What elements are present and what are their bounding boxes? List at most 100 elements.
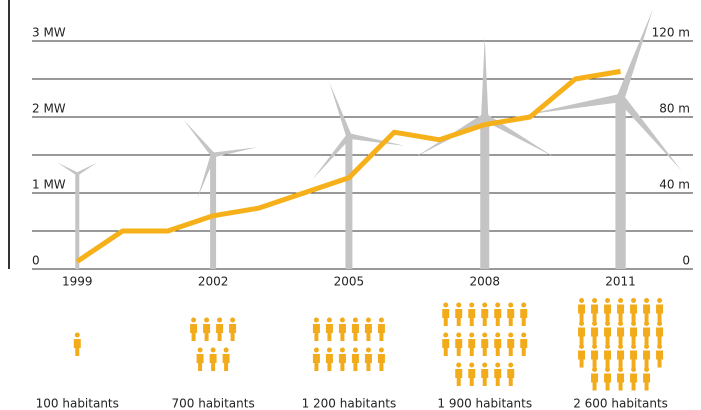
- person-icon: [656, 298, 664, 322]
- person-icon: [73, 332, 81, 356]
- person-icon: [604, 298, 612, 322]
- x-tick-label: 2008: [469, 275, 500, 289]
- person-icon: [468, 302, 476, 326]
- person-icon: [455, 332, 463, 356]
- turbine-tower: [75, 174, 80, 269]
- person-icon: [604, 321, 612, 345]
- person-icon: [455, 302, 463, 326]
- y-tick-label: 2 MW: [32, 102, 66, 116]
- person-icon: [643, 321, 651, 345]
- turbine-blade: [348, 133, 406, 146]
- turbine-blade: [57, 162, 79, 176]
- person-icon: [520, 302, 528, 326]
- person-icon: [312, 317, 320, 341]
- person-icon: [216, 317, 224, 341]
- person-icon: [481, 332, 489, 356]
- person-icon: [520, 332, 528, 356]
- x-tick-label: 2011: [605, 275, 636, 289]
- turbine-blade: [312, 134, 352, 180]
- person-icon: [325, 317, 333, 341]
- person-icon: [222, 347, 230, 371]
- population-label: 2 600 habitants: [573, 397, 668, 410]
- population-icons: [442, 302, 528, 386]
- y2-tick-label: 40 m: [659, 178, 690, 192]
- person-icon: [338, 347, 346, 371]
- person-icon: [442, 302, 450, 326]
- person-icon: [494, 302, 502, 326]
- person-icon: [578, 321, 586, 345]
- person-icon: [643, 298, 651, 322]
- y2-tick-label: 120 m: [652, 26, 690, 40]
- person-icon: [338, 317, 346, 341]
- person-icon: [507, 302, 515, 326]
- person-icon: [643, 344, 651, 368]
- turbine-blade: [329, 82, 352, 137]
- person-icon: [630, 298, 638, 322]
- person-icon: [630, 321, 638, 345]
- turbine-tower: [345, 136, 353, 269]
- x-tick-label: 2002: [198, 275, 229, 289]
- line: [75, 68, 621, 264]
- population-label: 700 habitants: [171, 397, 254, 410]
- person-icon: [643, 367, 651, 391]
- person-icon: [229, 317, 237, 341]
- person-icon: [351, 347, 359, 371]
- person-icon: [494, 362, 502, 386]
- person-icon: [442, 332, 450, 356]
- person-icon: [312, 347, 320, 371]
- person-icon: [507, 362, 515, 386]
- person-icon: [578, 298, 586, 322]
- person-icon: [617, 344, 625, 368]
- person-icon: [196, 347, 204, 371]
- turbine-tower: [615, 98, 626, 269]
- y2-tick-label: 0: [682, 254, 690, 268]
- population-label: 1 200 habitants: [302, 397, 397, 410]
- turbine-blade: [75, 174, 79, 197]
- population-label: 100 habitants: [36, 397, 119, 410]
- turbine-blade: [482, 113, 554, 157]
- population-icons: [73, 332, 81, 356]
- person-icon: [455, 362, 463, 386]
- person-icon: [578, 344, 586, 368]
- turbine-tower: [480, 117, 490, 269]
- person-icon: [190, 317, 198, 341]
- person-icon: [591, 321, 599, 345]
- y-tick-label: 1 MW: [32, 178, 66, 192]
- person-icon: [481, 302, 489, 326]
- x-tick-label: 1999: [62, 275, 93, 289]
- person-icon: [377, 347, 385, 371]
- person-icon: [604, 367, 612, 391]
- person-icon: [494, 332, 502, 356]
- person-icon: [617, 298, 625, 322]
- person-icon: [656, 321, 664, 345]
- person-icon: [325, 347, 333, 371]
- person-icon: [507, 332, 515, 356]
- population-icons: [312, 317, 385, 371]
- turbine-blade: [183, 120, 215, 157]
- person-icon: [591, 344, 599, 368]
- turbine-blade: [212, 147, 259, 158]
- person-icon: [656, 344, 664, 368]
- person-icon: [209, 347, 217, 371]
- person-icon: [617, 367, 625, 391]
- person-icon: [481, 362, 489, 386]
- person-icon: [604, 344, 612, 368]
- y-tick-label: 0: [32, 254, 40, 268]
- turbine-blade: [527, 93, 622, 115]
- turbine-blade: [76, 162, 98, 176]
- turbine-tower: [210, 155, 217, 269]
- person-icon: [591, 367, 599, 391]
- person-icon: [617, 321, 625, 345]
- turbine-blade: [616, 8, 654, 100]
- person-icon: [351, 317, 359, 341]
- x-tick-label: 2005: [334, 275, 365, 289]
- person-icon: [630, 344, 638, 368]
- turbine-blade: [197, 154, 216, 198]
- population-label: 1 900 habitants: [437, 397, 532, 410]
- turbine-blade: [617, 95, 682, 171]
- y2-tick-label: 80 m: [659, 102, 690, 116]
- person-icon: [468, 362, 476, 386]
- person-icon: [203, 317, 211, 341]
- population-icons: [578, 298, 664, 391]
